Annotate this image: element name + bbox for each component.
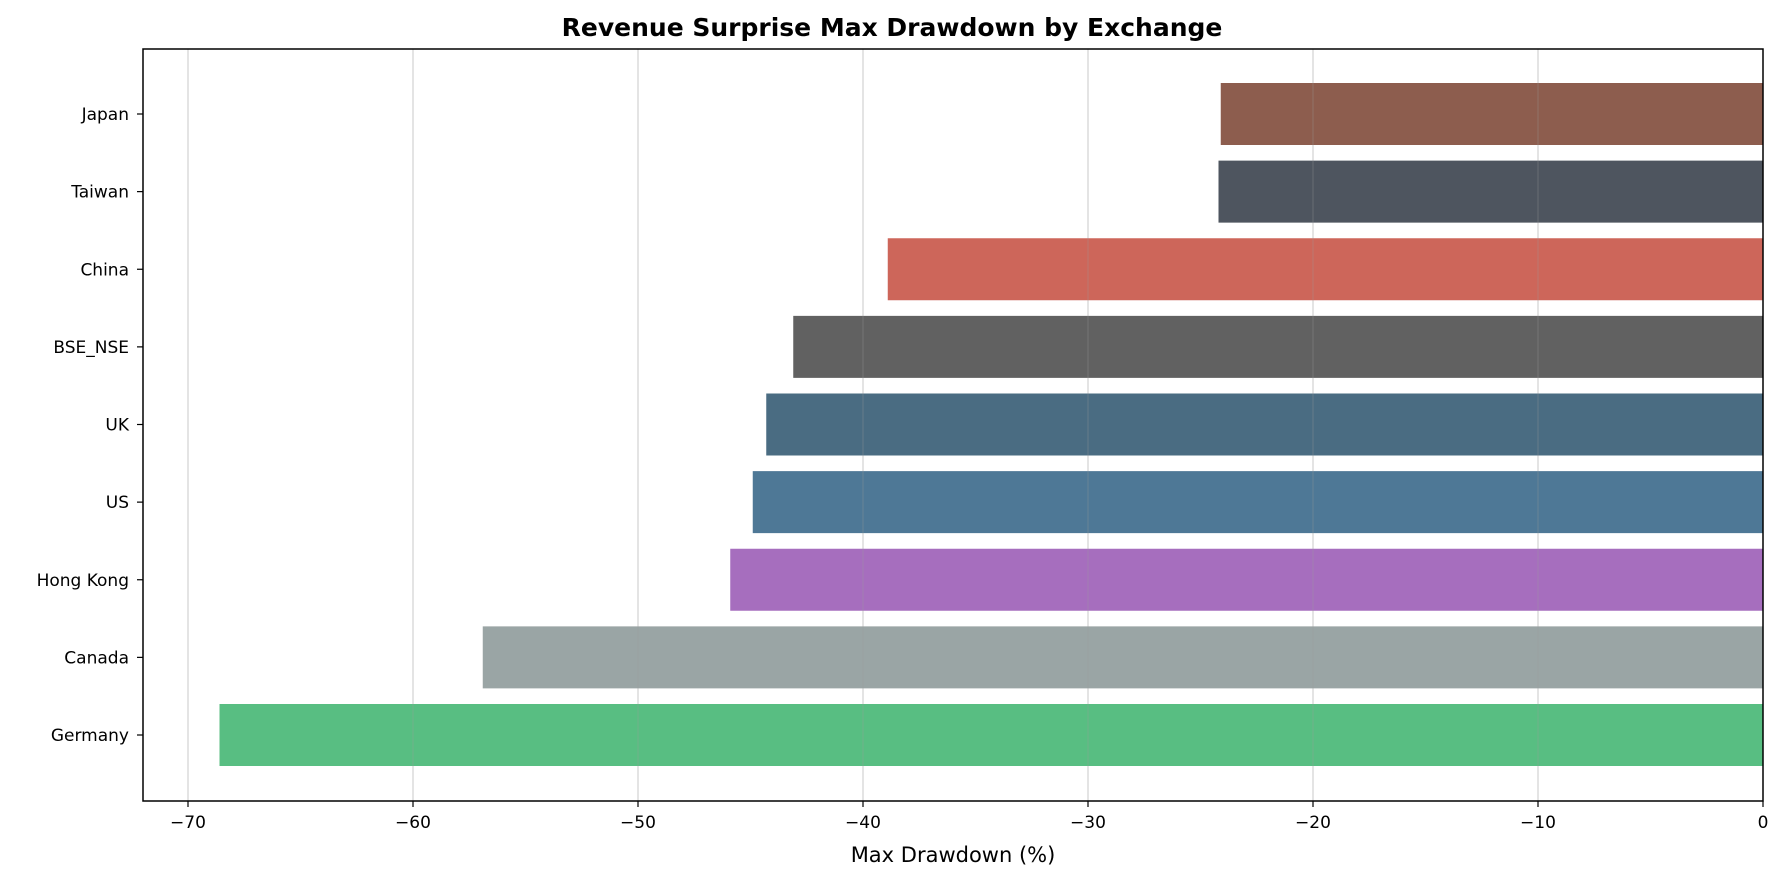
bar-us [752, 471, 1763, 534]
bar-hong-kong [730, 548, 1763, 611]
bar-bse-nse [793, 315, 1763, 378]
x-tick-label: −70 [170, 813, 206, 833]
y-tick-label: Japan [81, 105, 129, 125]
y-tick-label: Canada [64, 648, 129, 668]
y-tick-label: Taiwan [70, 183, 129, 203]
bar-china [887, 238, 1763, 301]
x-tick-label: 0 [1758, 813, 1769, 833]
x-tick-label: −10 [1520, 813, 1556, 833]
y-tick-label: US [106, 493, 129, 513]
x-tick-label: −50 [620, 813, 656, 833]
chart-title: Revenue Surprise Max Drawdown by Exchang… [562, 13, 1223, 42]
y-axis: Japan Taiwan China BSE_NSE UK US Hong Kong Cana… [37, 105, 143, 746]
bars [187, 49, 1764, 801]
bar-japan [1220, 83, 1763, 145]
x-tick-label: −60 [395, 813, 431, 833]
y-tick-label: UK [105, 416, 129, 436]
x-tick-label: −40 [845, 813, 881, 833]
bar-uk [766, 393, 1763, 456]
x-tick-label: −20 [1295, 813, 1331, 833]
bar-taiwan [1218, 160, 1763, 223]
y-tick-label: China [80, 260, 129, 280]
bar-canada [482, 626, 1763, 689]
x-axis-label: Max Drawdown (%) [851, 843, 1056, 867]
x-axis: −70 −60 −50 −40 −30 −20 −10 0 [170, 801, 1768, 833]
y-tick-label: Germany [51, 726, 129, 746]
x-tick-label: −30 [1070, 813, 1106, 833]
y-tick-label: Hong Kong [37, 571, 129, 591]
y-tick-label: BSE_NSE [53, 338, 129, 358]
bar-germany [219, 704, 1763, 766]
